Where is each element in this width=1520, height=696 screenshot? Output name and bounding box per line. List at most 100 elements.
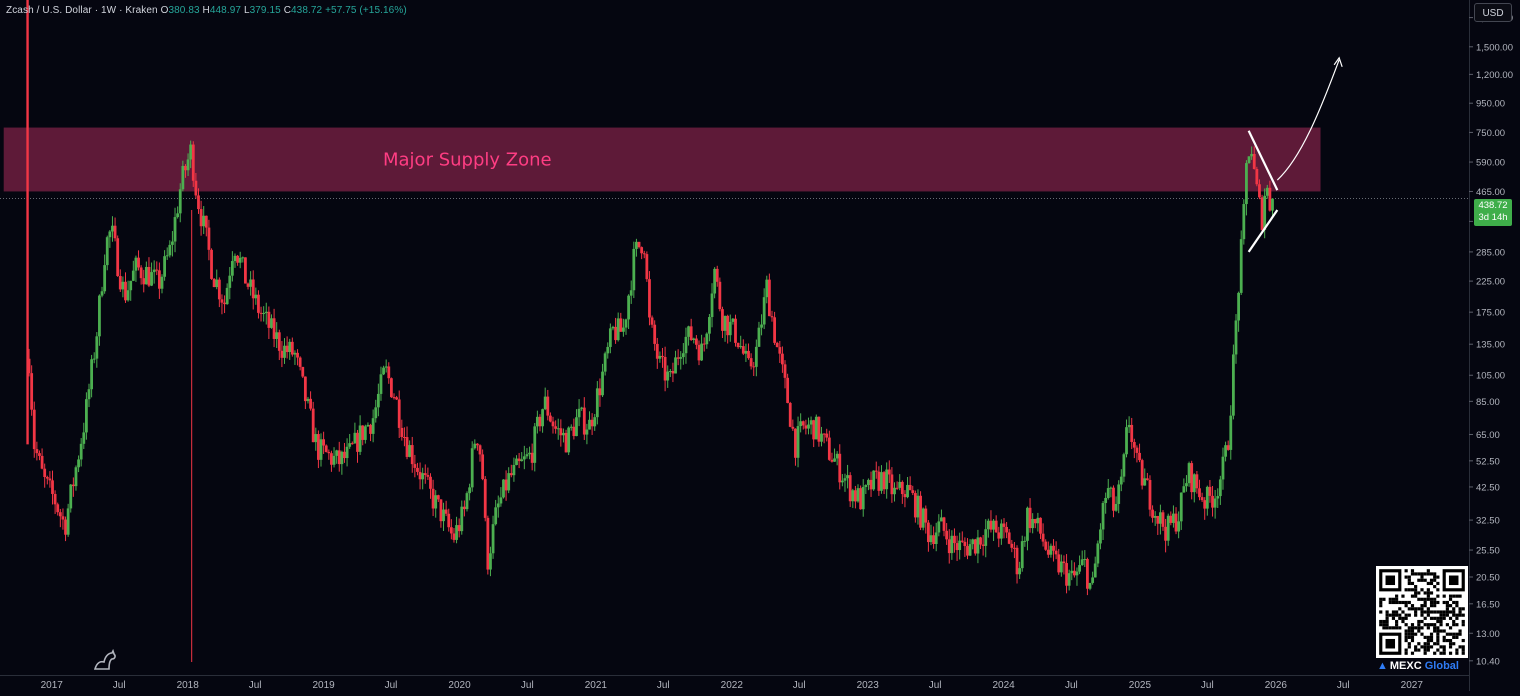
- candle: [184, 164, 187, 178]
- candle-body: [1026, 507, 1029, 541]
- candle-body: [1130, 424, 1134, 442]
- candle-body: [499, 497, 503, 504]
- qr-module: [1407, 607, 1411, 611]
- qr-module: [1410, 572, 1415, 576]
- candle: [210, 248, 213, 280]
- candle-body: [478, 445, 482, 455]
- candle-body: [403, 437, 406, 439]
- candle-body: [483, 479, 487, 518]
- candle-body: [434, 495, 438, 509]
- candle: [637, 241, 641, 249]
- qr-module: [1426, 626, 1430, 630]
- candle-body: [35, 449, 39, 454]
- candle-body: [462, 506, 466, 510]
- candle-body: [520, 459, 524, 462]
- candle-body: [1195, 474, 1199, 489]
- candle: [681, 343, 685, 365]
- candle-body: [718, 281, 722, 310]
- candle-body: [872, 470, 876, 490]
- candle: [619, 312, 623, 332]
- qr-module: [1458, 645, 1462, 649]
- candle: [150, 262, 153, 287]
- candle: [1224, 441, 1227, 462]
- candle: [1052, 539, 1055, 562]
- qr-module: [1433, 604, 1437, 608]
- candle-body: [1046, 549, 1050, 555]
- candle-body: [835, 453, 839, 459]
- candle-body: [1088, 582, 1092, 589]
- candle-body: [108, 231, 112, 238]
- candle-body: [867, 479, 870, 486]
- candle: [301, 366, 305, 379]
- candle-body: [215, 279, 219, 288]
- candle-body: [270, 318, 273, 328]
- candle: [994, 515, 998, 533]
- candle-body: [66, 508, 70, 535]
- candle: [447, 508, 451, 532]
- candle: [812, 419, 816, 448]
- candle-body: [924, 508, 928, 523]
- candle: [439, 499, 443, 528]
- qr-module: [1448, 651, 1453, 655]
- qr-module: [1388, 626, 1392, 630]
- qr-module: [1433, 610, 1437, 614]
- candle: [296, 349, 299, 366]
- candle: [945, 523, 949, 545]
- qr-module: [1442, 645, 1446, 649]
- candle-body: [1156, 515, 1160, 524]
- candle: [298, 356, 302, 371]
- symbol-title[interactable]: Zcash / U.S. Dollar · 1W · Kraken: [6, 5, 158, 16]
- candle-body: [30, 373, 34, 410]
- candle: [932, 526, 936, 549]
- candle: [1174, 507, 1178, 535]
- candle-body: [184, 165, 187, 171]
- candle-body: [640, 247, 644, 254]
- x-tick-label: Jul: [793, 680, 806, 691]
- qr-module: [1445, 638, 1449, 643]
- candle-body: [663, 356, 667, 381]
- candle: [1080, 550, 1084, 566]
- candle: [582, 397, 586, 440]
- candle: [747, 343, 750, 360]
- candle: [593, 414, 597, 431]
- candle: [95, 332, 99, 368]
- qr-module: [1436, 635, 1440, 639]
- qr-module: [1417, 648, 1421, 652]
- candle-body: [389, 378, 393, 398]
- candle: [1007, 528, 1011, 545]
- qr-module: [1455, 651, 1459, 655]
- currency-button[interactable]: USD: [1474, 3, 1512, 22]
- qr-module: [1417, 629, 1421, 633]
- candle-body: [199, 209, 203, 227]
- candle-body: [859, 488, 863, 510]
- candle: [1203, 497, 1207, 520]
- candle: [491, 515, 495, 559]
- candle-body: [449, 527, 453, 534]
- candle-body: [567, 427, 571, 453]
- qr-module: [1391, 610, 1396, 614]
- candle-body: [681, 353, 685, 358]
- candle: [1187, 461, 1191, 487]
- candle: [1101, 501, 1105, 541]
- candle: [504, 470, 508, 501]
- y-tick-label: 85.00: [1476, 397, 1500, 408]
- candle: [1252, 146, 1256, 170]
- candle: [517, 452, 521, 469]
- candle: [577, 399, 581, 427]
- candle-body: [916, 495, 920, 518]
- candle: [848, 472, 852, 507]
- candle-body: [53, 493, 57, 505]
- candle: [549, 412, 552, 423]
- candle-body: [1187, 463, 1191, 484]
- candle-body: [376, 393, 380, 408]
- candle: [40, 448, 44, 470]
- qr-module: [1426, 610, 1430, 614]
- tradingview-logo-icon[interactable]: [92, 648, 118, 672]
- candle: [1096, 540, 1100, 568]
- candle-body: [204, 215, 208, 228]
- candle-body: [932, 535, 936, 544]
- qr-module: [1414, 591, 1418, 595]
- candle-body: [1265, 187, 1269, 196]
